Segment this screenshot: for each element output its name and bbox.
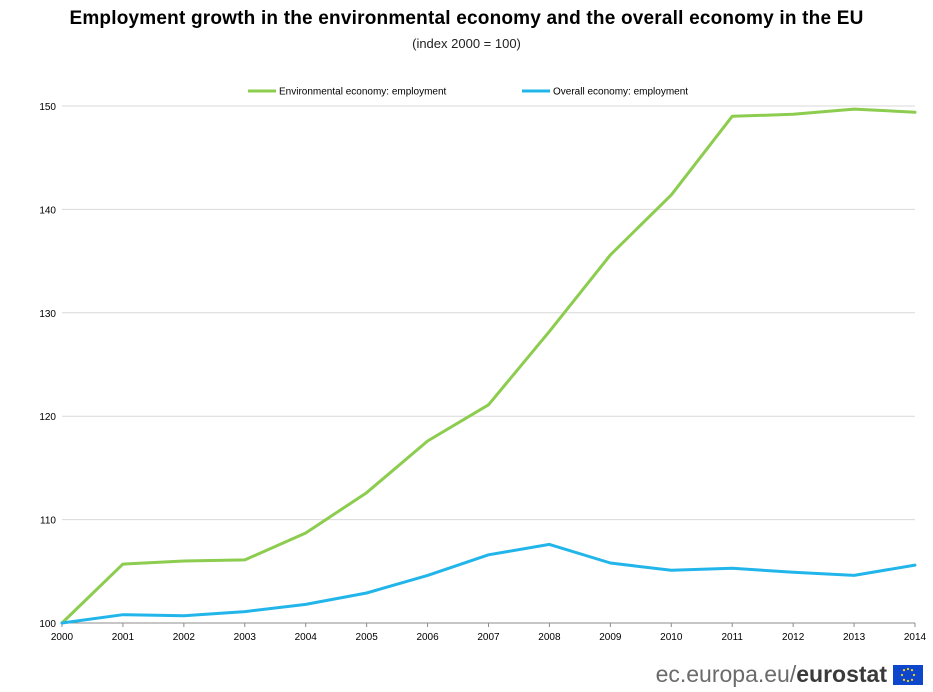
x-tick-label: 2013 [843,632,866,643]
y-tick-labels: 100 110 120 130 140 150 [39,102,56,630]
x-tick-label: 2003 [234,632,257,643]
x-tick-label: 2009 [599,632,622,643]
x-tick-label: 2012 [782,632,805,643]
source-footer: ec.europa.eu/eurostat [656,661,923,688]
y-tick-label: 120 [39,412,56,423]
x-tick-label: 2008 [538,632,561,643]
x-tick-label: 2004 [295,632,318,643]
x-tick-label: 2011 [721,632,743,643]
y-tick-label: 130 [39,309,56,320]
x-tick-label: 2010 [660,632,683,643]
legend-label: Environmental economy: employment [279,87,447,98]
series-lines [62,109,915,623]
x-tick-label: 2007 [477,632,500,643]
gridlines [62,106,915,520]
eu-flag-icon [893,665,923,685]
source-site: ec.europa.eu/ [656,661,797,687]
x-tick-label: 2000 [51,632,74,643]
x-tick-label: 2002 [173,632,196,643]
series-line-overall [62,544,915,623]
y-tick-label: 100 [39,619,56,630]
axes [62,623,915,627]
series-line-environmental [62,109,915,623]
x-tick-labels: 2000 2001 2002 2003 2004 2005 2006 2007 2008 2009… [51,632,927,643]
y-tick-label: 140 [39,205,56,216]
x-tick-label: 2014 [904,632,927,643]
y-tick-label: 110 [40,516,56,527]
x-tick-label: 2001 [112,632,135,643]
legend-label: Overall economy: employment [553,87,688,98]
x-tick-label: 2006 [416,632,439,643]
legend: Environmental economy: employment Overall… [248,87,688,98]
source-brand: eurostat [796,661,887,687]
x-tick-label: 2005 [356,632,379,643]
y-tick-label: 150 [39,102,56,113]
